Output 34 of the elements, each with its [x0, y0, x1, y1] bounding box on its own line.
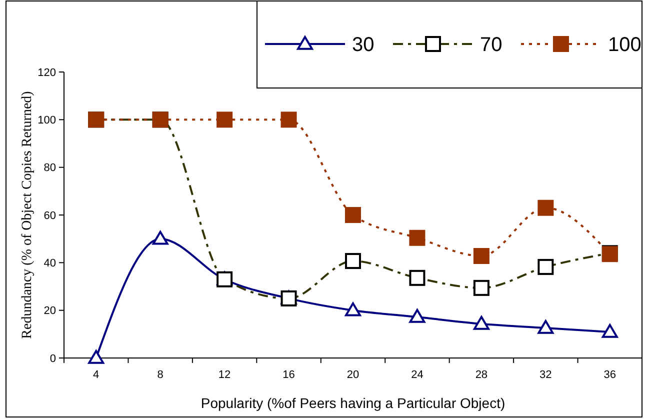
- point: [216, 112, 233, 128]
- legend-label: 70: [480, 34, 502, 56]
- y-tick-label: 40: [44, 258, 56, 270]
- x-tick-label: 12: [218, 369, 231, 381]
- point: [409, 309, 426, 323]
- x-tick-label: 24: [411, 369, 424, 381]
- y-tick-label: 120: [38, 66, 56, 79]
- x-tick-label: 4: [93, 369, 100, 381]
- y-tick-label: 100: [38, 114, 56, 127]
- y-tick-label: 20: [44, 305, 56, 318]
- x-tick-label: 16: [282, 369, 295, 381]
- legend-label: 30: [352, 34, 374, 56]
- x-tick-label: 36: [604, 369, 616, 381]
- x-tick-label: 28: [475, 369, 488, 381]
- point: [345, 302, 361, 316]
- x-tick-label: 20: [346, 369, 360, 381]
- legend-label: 100: [608, 34, 642, 56]
- x-tick-label: 32: [540, 369, 552, 381]
- point: [473, 316, 490, 330]
- point: [345, 207, 361, 223]
- point: [280, 112, 297, 128]
- y-tick-label: 0: [50, 352, 56, 365]
- point: [409, 230, 426, 246]
- point: [538, 200, 554, 216]
- point: [473, 248, 490, 264]
- point: [602, 324, 618, 338]
- y-tick-label: 80: [44, 162, 56, 174]
- point: [152, 230, 168, 245]
- x-axis-title: Popularity (%of Peers having a Particular Object): [200, 395, 506, 411]
- y-tick-label: 60: [44, 210, 56, 222]
- x-tick-label: 8: [157, 369, 164, 381]
- y-axis-title: Redundancy (% of Object Copies Returned): [20, 90, 35, 339]
- point: [88, 350, 104, 364]
- point: [538, 320, 554, 334]
